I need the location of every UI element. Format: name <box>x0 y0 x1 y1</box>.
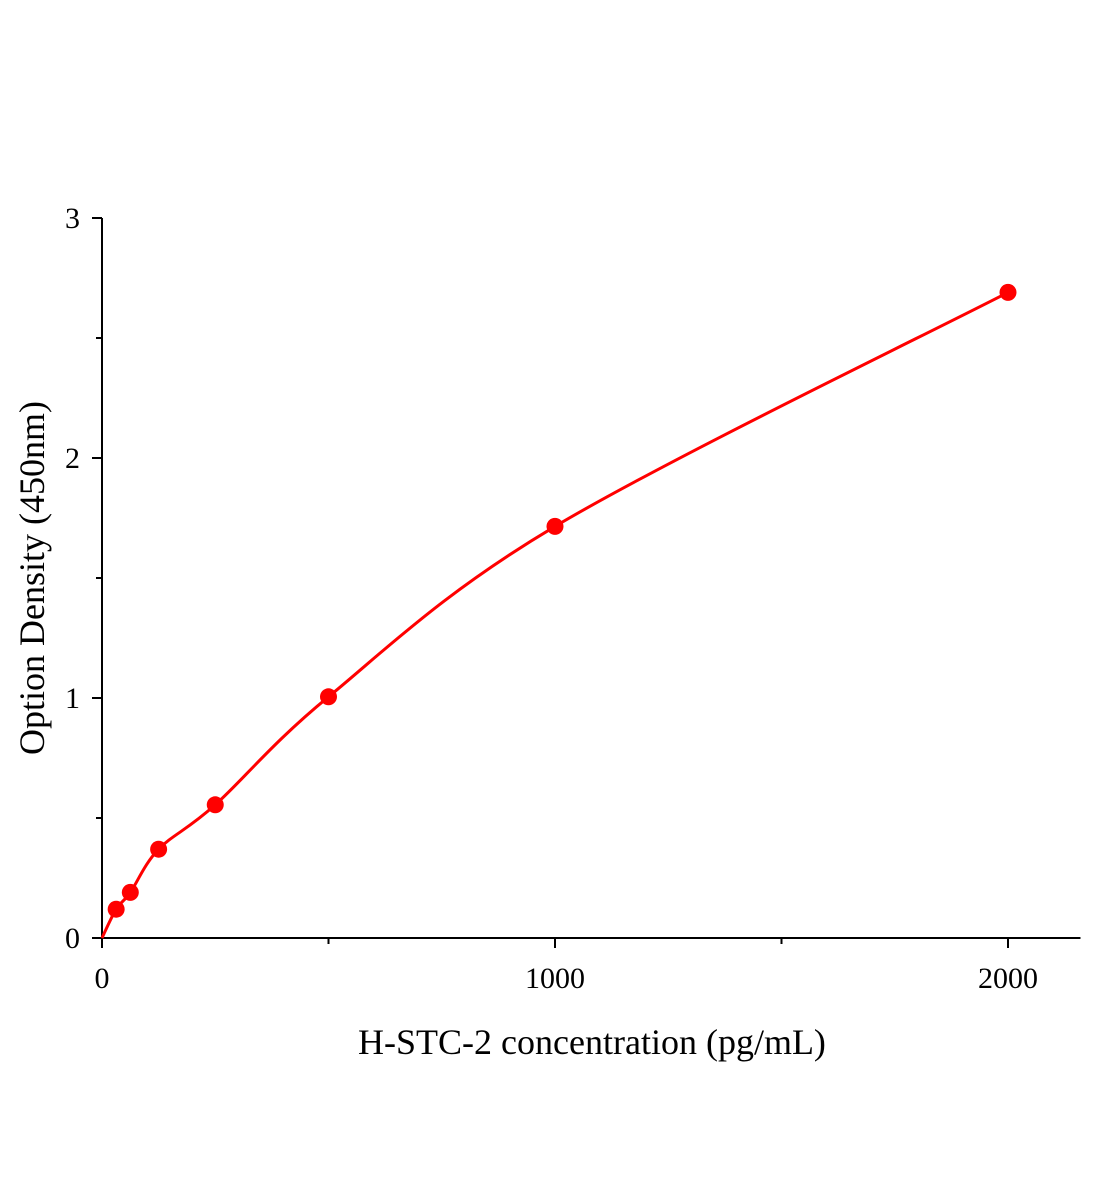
y-tick-label: 0 <box>65 922 80 955</box>
data-point <box>107 900 125 918</box>
data-point <box>320 688 337 706</box>
data-point <box>206 796 224 814</box>
x-tick-label: 2000 <box>978 962 1038 995</box>
y-tick-label: 2 <box>65 442 80 475</box>
axes: 0 1000 2000 0 1 2 3 <box>65 202 1081 995</box>
x-tick-label: 1000 <box>525 962 585 995</box>
y-tick-label: 1 <box>65 682 80 715</box>
data-point <box>999 283 1017 301</box>
data-point <box>546 517 564 535</box>
x-axis-label: H-STC-2 concentration (pg/mL) <box>358 1022 826 1062</box>
fit-curve <box>100 291 1009 939</box>
y-axis-label: Option Density (450nm) <box>12 401 52 755</box>
data-point <box>150 840 168 858</box>
data-point <box>121 883 139 901</box>
x-tick-label: 0 <box>95 962 110 995</box>
y-tick-label: 3 <box>65 202 80 235</box>
data-points <box>107 283 1017 918</box>
